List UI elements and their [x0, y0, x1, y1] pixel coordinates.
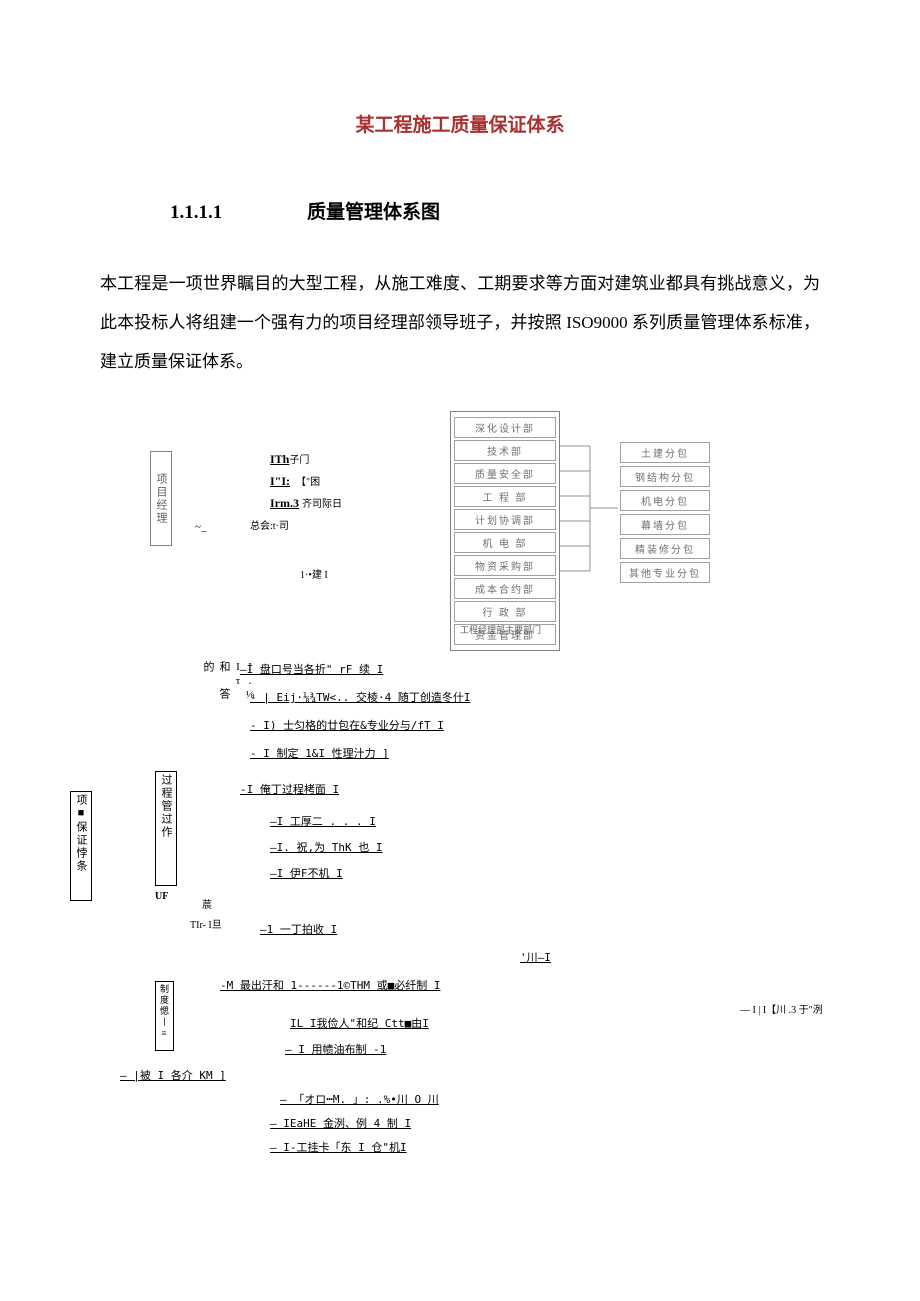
tree-row: —I 伊F不机 I — [270, 865, 343, 881]
department-item: 深化设计部 — [454, 417, 556, 438]
tree-row: - I) 士匀格的廿包在&专业分与/fT I — [250, 717, 444, 733]
left-box: 项■保证悖条 — [70, 791, 92, 901]
section-title: 质量管理体系图 — [307, 202, 440, 223]
small-note: 1·•建 I — [300, 566, 328, 581]
uf-label: UF — [155, 891, 168, 902]
subcontractor-item: 幕墙分包 — [620, 514, 710, 535]
quality-system-diagram: 项目经理 ~_ ITh子门 I"I: 【"困 Irm.3 齐司际日 总会:t·司… — [100, 411, 820, 1111]
department-item: 计划协调部 — [454, 509, 556, 530]
subcontractor-item: 土建分包 — [620, 442, 710, 463]
tilde-mark: ~_ — [195, 521, 206, 533]
tree-row: -I 俺丁过程栲面 I — [240, 781, 339, 797]
tree-row: —I 盘口号当各折" rF 续 I — [240, 661, 383, 677]
department-item: 机 电 部 — [454, 532, 556, 553]
department-item: 质量安全部 — [454, 463, 556, 484]
section-heading: 1.1.1.1 质量管理体系图 — [170, 197, 820, 224]
department-item: 成本合约部 — [454, 578, 556, 599]
connector-lines-icon — [560, 431, 620, 611]
project-manager-box: 项目经理 — [150, 451, 172, 546]
tree-row: —I 工厚二 . . . I — [270, 813, 376, 829]
tree-row: '川—I — [520, 949, 551, 965]
dept-caption: 工程经理部主要部门 — [460, 623, 541, 636]
tree-row: — |被 I 各介 KM ] — [120, 1067, 226, 1083]
regime-box: 制度愢丨≡ — [155, 981, 174, 1051]
subcontractor-item: 其他专业分包 — [620, 562, 710, 583]
mid-labels: ITh子门 I"I: 【"困 Irm.3 齐司际日 总会:t·司 — [270, 451, 342, 538]
tree-row: - I 制定 1&I 性理汁力 ] — [250, 745, 389, 761]
department-item: 工 程 部 — [454, 486, 556, 507]
tree-row: — 「オロ┅M. 」: .%•川 O 川 — [280, 1091, 439, 1107]
tree-row: — I 用帻油布制 -1 — [285, 1041, 386, 1057]
process-box: 过程管过作 — [155, 771, 177, 886]
pipa-label: 莀 — [202, 896, 212, 911]
subcontractor-column: 土建分包钢结构分包机电分包幕墙分包精装修分包其他专业分包 — [620, 439, 710, 586]
tree-row: — IEaHE 金洌、例 4 制 I — [270, 1115, 411, 1131]
tree-row: —1 一丁拍收 I — [260, 921, 337, 937]
department-item: 行 政 部 — [454, 601, 556, 622]
subcontractor-item: 钢结构分包 — [620, 466, 710, 487]
department-item: 技术部 — [454, 440, 556, 461]
department-column: 深化设计部技术部质量安全部工 程 部计划协调部机 电 部物资采购部成本合约部行 … — [450, 411, 560, 651]
department-item: 物资采购部 — [454, 555, 556, 576]
tlr-label: TIr- I旦 — [190, 916, 222, 931]
page-title: 某工程施工质量保证体系 — [100, 110, 820, 137]
tree-row: -M 最出汗和 1------1©THM 或■必纤制 I — [220, 977, 440, 993]
far-right-note: — I | I【川 .3 于"洌 — [740, 1001, 823, 1016]
tree-row: - | Eij·⅛¾TW<.. 交棱·4 随丁创造冬什I — [250, 689, 470, 705]
subcontractor-item: 精装修分包 — [620, 538, 710, 559]
body-paragraph: 本工程是一项世界瞩目的大型工程，从施工难度、工期要求等方面对建筑业都具有挑战意义… — [100, 264, 820, 381]
tree-row: — I-工挂卡「东 I 仓"机I — [270, 1139, 407, 1155]
section-number: 1.1.1.1 — [170, 202, 222, 224]
tree-row: IL I我俭人"和纪 Ctt■由I — [290, 1015, 429, 1031]
subcontractor-item: 机电分包 — [620, 490, 710, 511]
tree-row: —I. 祝,为 ThK 也 I — [270, 839, 382, 855]
